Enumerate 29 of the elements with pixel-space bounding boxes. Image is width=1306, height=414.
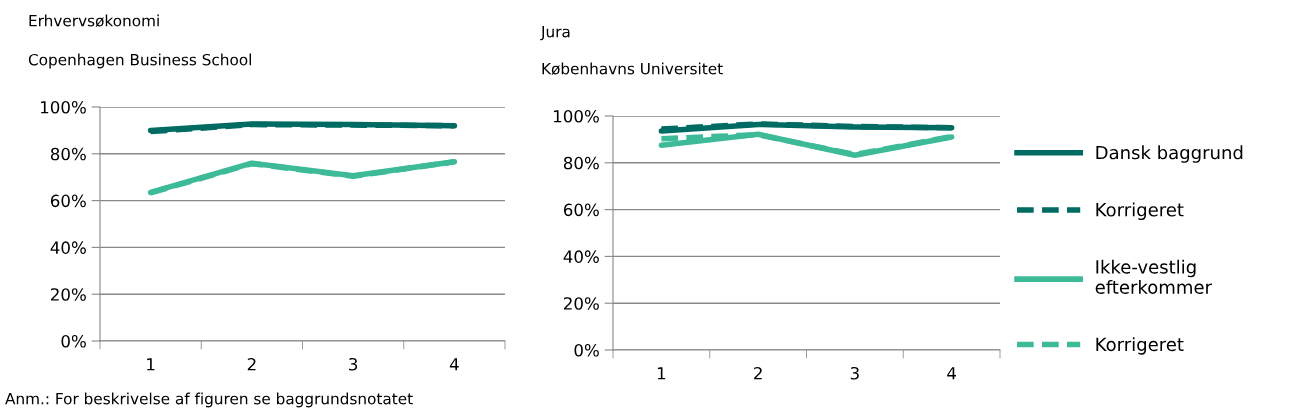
chart-title: Erhvervsøkonomi: [29, 14, 159, 27]
y-tick-label: 80%: [50, 147, 86, 161]
y-tick-label: 100%: [553, 109, 599, 123]
legend-label: Korrigeret: [1096, 202, 1184, 221]
y-tick-label: 60%: [563, 203, 599, 217]
x-tick-label: 3: [850, 366, 859, 380]
x-tick-label: 4: [947, 367, 956, 380]
legend-label: Ikke-vestlig efterkommer: [1095, 259, 1212, 294]
legend-label: Dansk baggrund: [1096, 145, 1243, 163]
y-tick-label: 0%: [61, 334, 86, 348]
chart-title: Jura: [540, 26, 570, 41]
x-tick-label: 2: [247, 357, 256, 371]
x-tick-label: 1: [657, 367, 666, 380]
y-tick-label: 20%: [563, 297, 599, 310]
y-tick-label: 40%: [50, 241, 86, 254]
chart-subtitle: Københavns Universitet: [542, 62, 723, 75]
y-tick-label: 80%: [563, 156, 599, 170]
x-tick-label: 2: [754, 366, 762, 380]
y-tick-label: 40%: [563, 250, 599, 263]
text: Anm.: For beskrivelse af figuren se baggrundsnotatet: [5, 392, 413, 408]
y-tick-label: 60%: [50, 194, 86, 208]
x-tick-label: 4: [449, 358, 459, 371]
chart-subtitle: Copenhagen Business School: [28, 53, 251, 69]
legend-label: Korrigeret: [1096, 337, 1184, 355]
x-tick-label: 1: [147, 358, 155, 371]
x-tick-label: 3: [349, 357, 358, 371]
y-tick-label: 100%: [40, 100, 86, 114]
y-tick-label: 20%: [50, 288, 86, 301]
y-tick-label: 0%: [574, 343, 599, 357]
